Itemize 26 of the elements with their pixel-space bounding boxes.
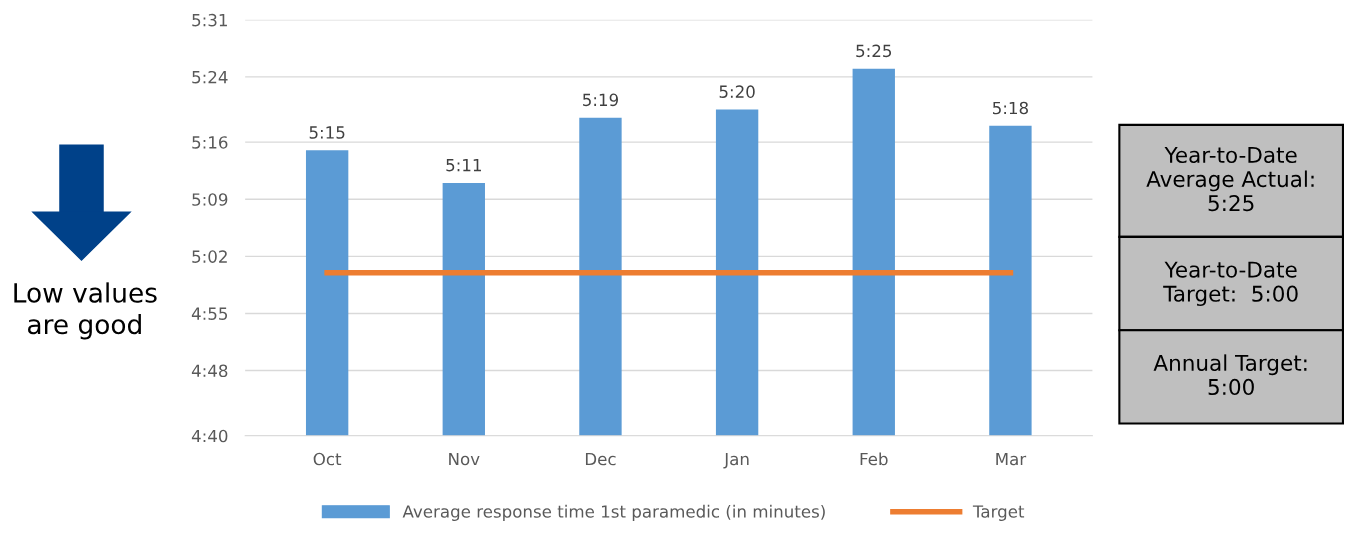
data-label: 5:19 <box>583 93 618 107</box>
data-label: 5:20 <box>719 85 755 98</box>
y-tick-label: 5:16 <box>192 136 228 149</box>
y-tick-label: 5:09 <box>192 193 228 206</box>
text: Year-to-Date Average Actual: 5:25 <box>1146 147 1314 212</box>
y-tick-label: 4:40 <box>191 429 228 443</box>
data-label: 5:15 <box>309 126 345 139</box>
text: Annual Target: 5:00 <box>1153 354 1307 396</box>
y-tick-label: 4:55 <box>191 307 228 320</box>
y-tick-label: 5:31 <box>192 13 227 27</box>
data-label: 5:11 <box>446 158 481 172</box>
text: Year-to-Date Target: 5:00 <box>1163 261 1298 307</box>
x-tick-label: Feb <box>860 452 888 466</box>
y-tick-label: 5:24 <box>192 70 228 84</box>
y-tick-label: 5:02 <box>192 250 227 263</box>
legend-label: Average response time 1st paramedic (in minutes) <box>402 504 825 521</box>
text: Low values are good <box>14 282 157 340</box>
data-label: 5:25 <box>856 44 892 58</box>
legend-label: Target <box>972 505 1025 521</box>
x-tick-label: Dec <box>585 452 616 466</box>
x-tick-label: Nov <box>449 452 480 466</box>
data-label: 5:18 <box>993 101 1028 115</box>
x-tick-label: Oct <box>313 452 342 466</box>
x-tick-label: Mar <box>996 452 1027 466</box>
y-tick-label: 4:48 <box>191 364 228 378</box>
x-tick-label: Jan <box>723 452 749 469</box>
